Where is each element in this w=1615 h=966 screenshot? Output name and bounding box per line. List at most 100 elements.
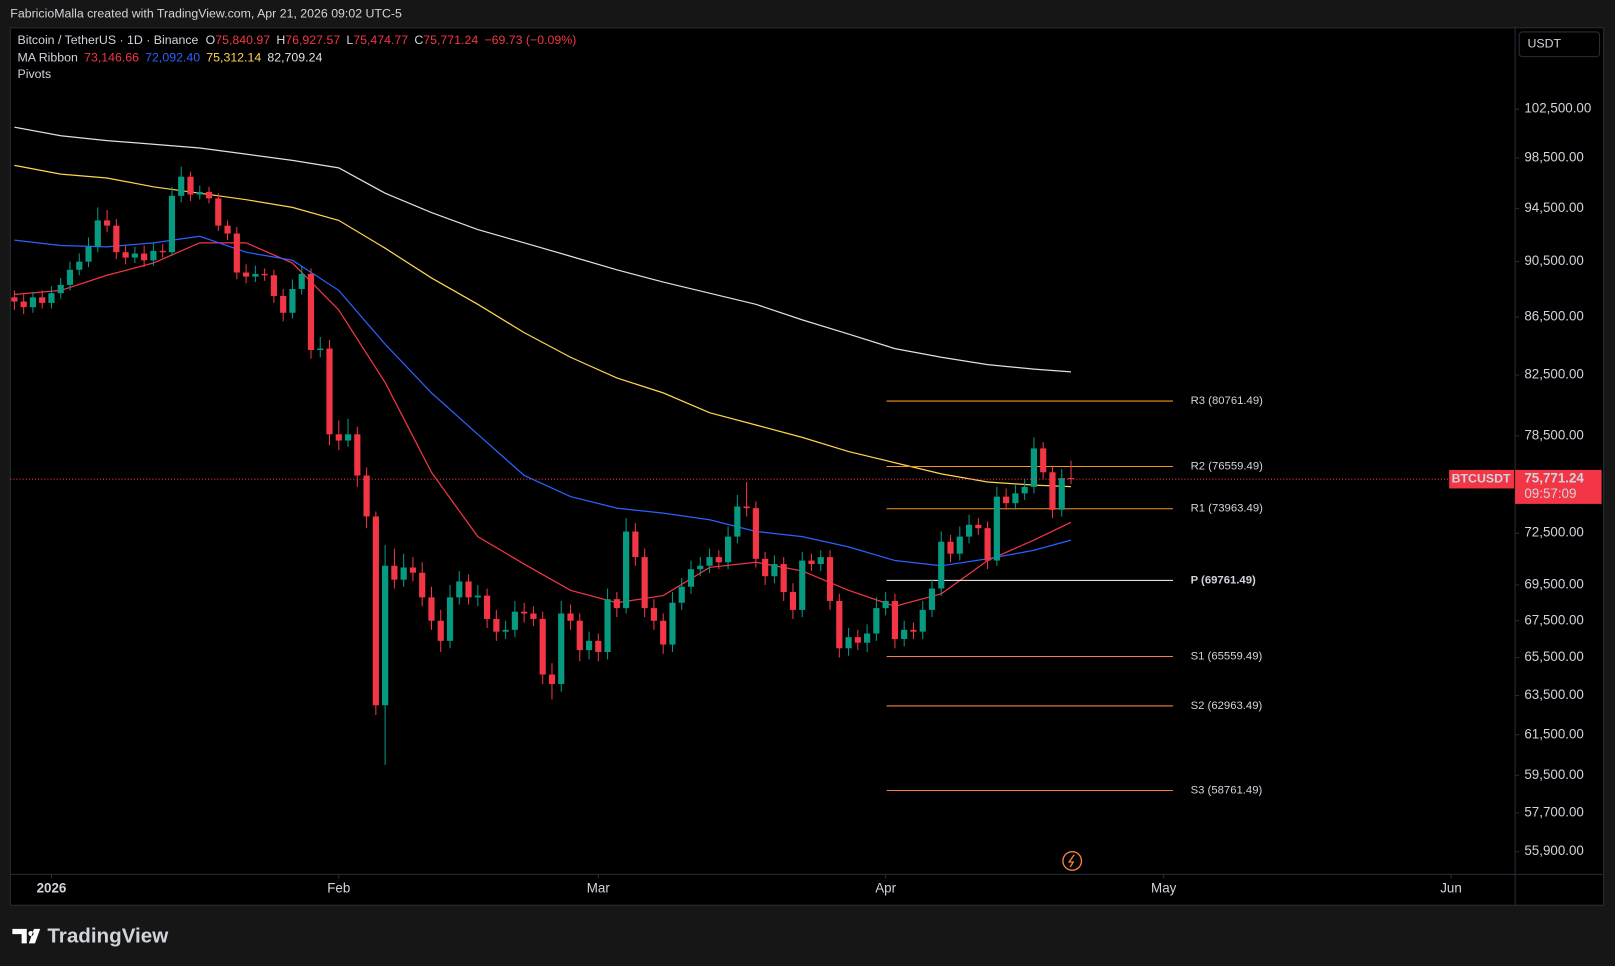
- candle-body: [650, 608, 658, 621]
- candle-body: [585, 640, 593, 651]
- candle-body: [826, 557, 834, 601]
- chart-pane: [9, 27, 1605, 906]
- pivot-label: S3 (58761.49): [1191, 785, 1263, 797]
- candle-body: [715, 557, 722, 563]
- pivot-label: P (69761.49): [1191, 574, 1256, 586]
- candle-body: [558, 613, 565, 685]
- candle-body: [901, 629, 908, 640]
- brand-name: TradingView: [47, 925, 169, 948]
- candle-body: [1049, 472, 1056, 510]
- candle-body: [252, 273, 259, 277]
- candle-body: [159, 250, 166, 253]
- candle-body: [669, 602, 676, 645]
- candle-body: [150, 250, 157, 261]
- candle-body: [632, 531, 639, 558]
- candle-body: [141, 253, 148, 261]
- candle-body: [576, 620, 583, 651]
- ma-value: 82,709.24: [267, 51, 322, 65]
- candle-body: [326, 348, 333, 435]
- ma-value: 73,146.66: [84, 51, 139, 65]
- y-tick-label: 67,500.00: [1524, 612, 1584, 627]
- candle-body: [344, 434, 352, 441]
- candle-body: [437, 620, 444, 641]
- candle-body: [20, 301, 27, 308]
- candle-body: [178, 176, 185, 196]
- candle-body: [975, 524, 982, 529]
- candle-body: [233, 233, 240, 273]
- x-tick-label: May: [1151, 880, 1177, 895]
- candle-body: [947, 541, 954, 554]
- currency[interactable]: USDT: [1527, 37, 1561, 51]
- candle-body: [335, 434, 342, 441]
- candle-body: [808, 560, 815, 565]
- currency-box[interactable]: [1518, 31, 1601, 58]
- candle-body: [799, 560, 806, 610]
- candle-body: [706, 557, 713, 566]
- candle-body: [11, 297, 18, 302]
- y-tick-label: 82,500.00: [1524, 367, 1584, 382]
- candle-body: [76, 261, 83, 270]
- candle-body: [400, 567, 407, 580]
- candle-body: [446, 597, 454, 641]
- candle-body: [845, 637, 852, 649]
- plot-area: R3 (80761.49) R2 (76559.49) R1 (73963.49) P…: [10, 126, 1516, 797]
- legend-row: Pivots: [18, 67, 52, 81]
- candle-body: [474, 595, 481, 598]
- candle-body: [372, 516, 379, 706]
- candle-body: [817, 557, 824, 565]
- candle-body: [243, 272, 250, 277]
- y-tick-label: 94,500.00: [1524, 200, 1584, 215]
- y-tick-label: 55,900.00: [1524, 843, 1584, 858]
- y-tick-label: 69,500.00: [1524, 577, 1584, 592]
- indicator-name: Pivots: [18, 67, 52, 81]
- ohlc-value: 75,771.24: [423, 33, 478, 47]
- candle-body: [734, 506, 741, 537]
- candle-body: [103, 220, 111, 226]
- y-tick-label: 86,500.00: [1524, 309, 1584, 324]
- countdown: 09:57:09: [1524, 486, 1576, 501]
- last-price-tag: [1515, 469, 1602, 504]
- ma-value: 75,312.14: [206, 51, 261, 65]
- candle-body: [965, 524, 973, 537]
- candle-body: [993, 496, 1000, 561]
- y-tick-label: 63,500.00: [1524, 687, 1584, 702]
- candle-body: [1012, 493, 1019, 504]
- candle-body: [919, 609, 926, 632]
- replay-icon[interactable]: [1062, 851, 1083, 871]
- candle-body: [660, 620, 667, 645]
- pivot-label: R2 (76559.49): [1191, 460, 1264, 472]
- candle-body: [289, 289, 296, 313]
- candle-body: [94, 220, 101, 247]
- x-tick-label: Feb: [327, 880, 350, 895]
- candle-body: [530, 613, 537, 619]
- last-price-text: 75,771.24: [1524, 471, 1584, 486]
- candle-body: [724, 536, 732, 563]
- candle-body: [687, 569, 695, 587]
- pivot-label: S1 (65559.49): [1191, 650, 1263, 662]
- candle-body: [280, 295, 287, 313]
- candle-body: [363, 475, 370, 517]
- candle-body: [502, 629, 509, 632]
- candle-body: [604, 599, 611, 652]
- candle-body: [196, 191, 203, 195]
- candle-body: [539, 618, 546, 675]
- y-tick-label: 90,500.00: [1524, 253, 1584, 268]
- x-tick-label: Apr: [875, 880, 896, 895]
- brand-logo: [12, 928, 41, 944]
- symbol: Bitcoin / TetherUS · 1D · Binance: [18, 33, 199, 47]
- ohlc-key: L: [346, 33, 353, 47]
- replay-icon-bolt: [1067, 854, 1075, 868]
- candle-body: [864, 633, 871, 643]
- ohlc-value: 75,474.77: [353, 33, 408, 47]
- candle-body: [910, 629, 917, 632]
- candle-body: [641, 557, 648, 609]
- candle-body: [85, 246, 92, 262]
- candle-body: [39, 297, 46, 303]
- overlay: 102,500.00 98,500.00 94,500.00 90,500.00 86,…: [18, 33, 1602, 895]
- candle-body: [854, 637, 861, 643]
- x-tick-label: 2026: [37, 880, 67, 895]
- y-tick-label: 57,700.00: [1524, 804, 1584, 819]
- ohlc-key: H: [276, 33, 285, 47]
- candle-body: [168, 195, 176, 253]
